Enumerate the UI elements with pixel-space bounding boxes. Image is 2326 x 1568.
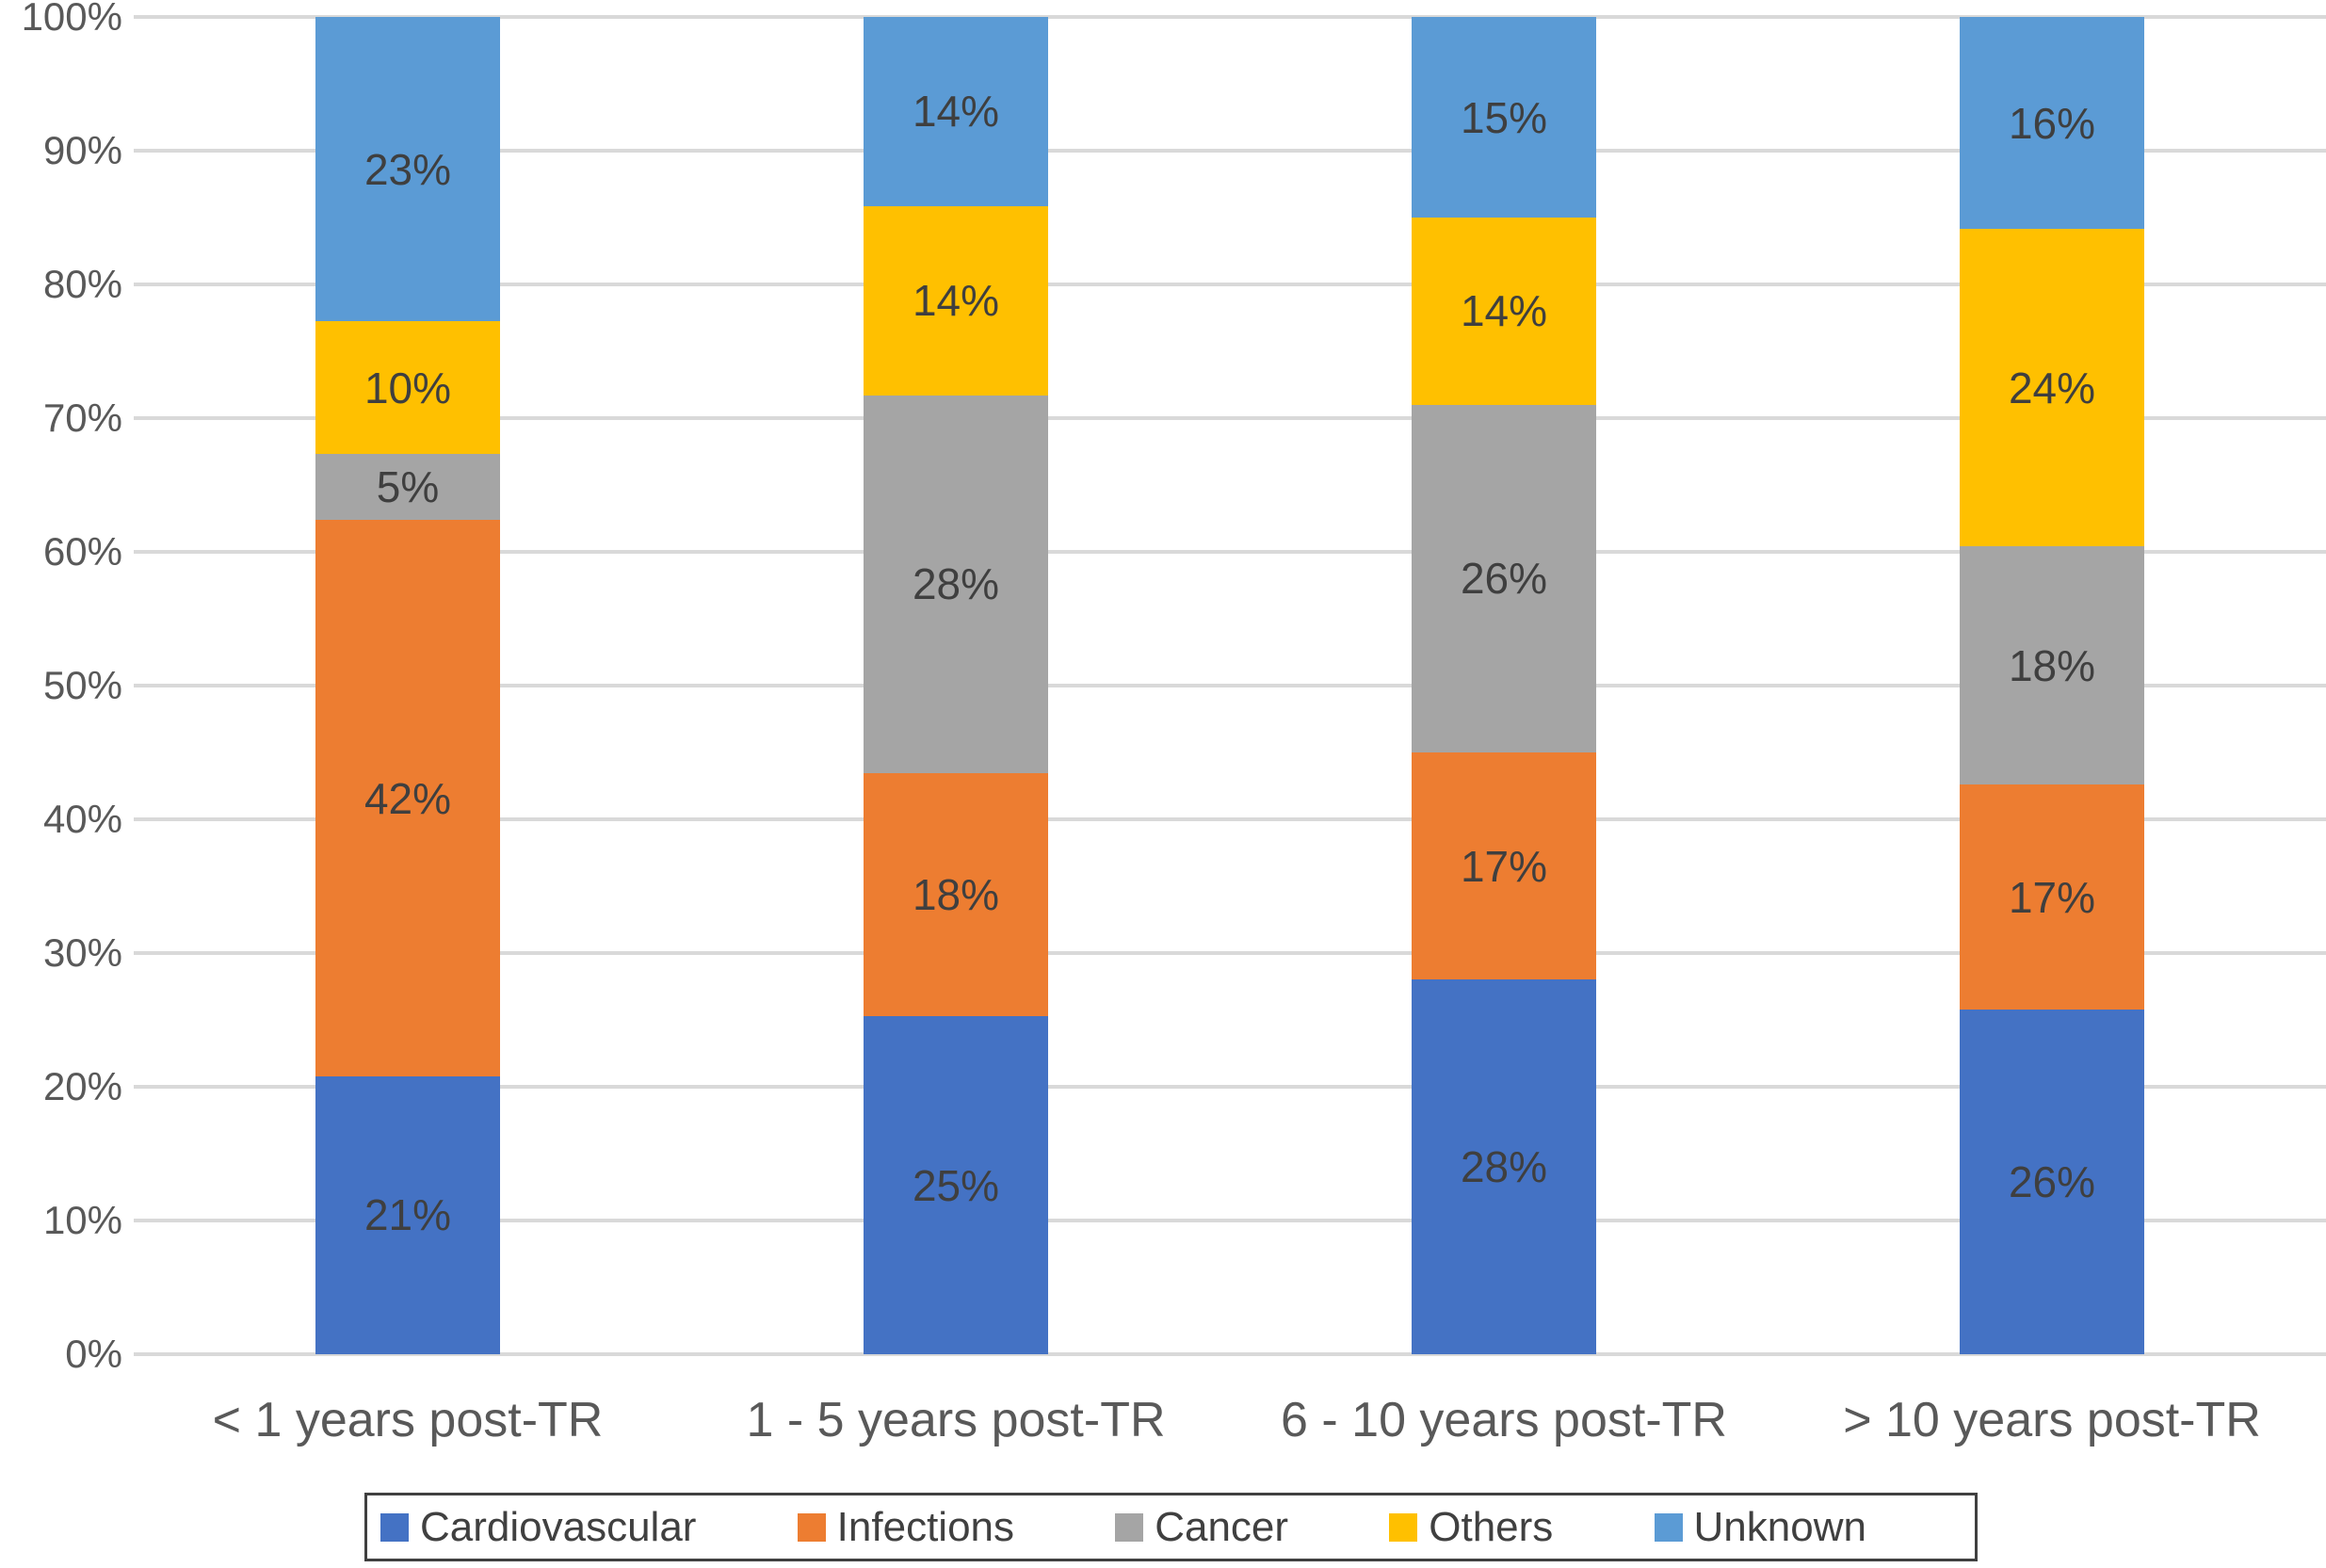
gridline-0% — [134, 1352, 2326, 1356]
data-label: 42% — [363, 773, 452, 823]
data-label: 24% — [2008, 363, 2096, 412]
y-tick-label: 20% — [42, 1064, 122, 1108]
legend-item-unknown: Unknown — [1654, 1503, 1866, 1551]
bar-segment-cardiovascular: 25% — [864, 1016, 1048, 1354]
legend-label: Others — [1429, 1503, 1554, 1550]
y-tick-label: 70% — [42, 396, 122, 440]
data-label: 5% — [376, 462, 440, 512]
legend-label: Cancer — [1155, 1503, 1289, 1550]
legend-item-cardiovascular: Cardiovascular — [380, 1504, 696, 1551]
bar-segment-infections: 18% — [864, 773, 1048, 1017]
legend-label: Infections — [836, 1503, 1015, 1550]
bar-slot-3: 26% 17% 18% 24% 16% — [1778, 17, 2326, 1354]
gridline-20% — [134, 1085, 2326, 1089]
bar-segment-unknown: 14% — [864, 17, 1048, 206]
bar-segment-others: 24% — [1960, 228, 2144, 547]
bar-segment-unknown: 16% — [1960, 17, 2144, 229]
gridline-60% — [134, 550, 2326, 554]
bar-slot-1: 25% 18% 28% 14% 14% — [682, 17, 1230, 1354]
x-axis: < 1 years post-TR 1 - 5 years post-TR 6 - … — [134, 1392, 2326, 1458]
data-label: 15% — [1460, 92, 1548, 142]
bar-segment-cancer: 26% — [1412, 404, 1596, 753]
legend-marker-icon — [1654, 1512, 1683, 1542]
stacked-bar: 28% 17% 26% 14% 15% — [1412, 17, 1596, 1354]
data-label: 21% — [363, 1190, 452, 1240]
bar-segment-others: 10% — [315, 321, 500, 454]
gridline-10% — [134, 1219, 2326, 1222]
stacked-bar: 26% 17% 18% 24% 16% — [1960, 17, 2144, 1354]
bar-segment-cardiovascular: 26% — [1960, 1010, 2144, 1354]
bar-segment-cancer: 28% — [864, 395, 1048, 774]
legend-item-infections: Infections — [797, 1503, 1015, 1551]
legend-item-cancer: Cancer — [1115, 1504, 1288, 1551]
stacked-bar: 25% 18% 28% 14% 14% — [864, 17, 1048, 1354]
data-label: 18% — [2008, 640, 2096, 690]
stacked-bar: 21% 42% 5% 10% 23% — [315, 17, 500, 1354]
data-label: 17% — [2008, 872, 2096, 922]
bar-segment-others: 14% — [1412, 218, 1596, 405]
data-label: 26% — [1460, 554, 1548, 604]
bar-segment-infections: 42% — [315, 520, 500, 1076]
x-tick-label: < 1 years post-TR — [212, 1393, 604, 1447]
legend-marker-icon — [797, 1512, 826, 1542]
data-label: 16% — [2008, 98, 2096, 148]
data-label: 28% — [1460, 1142, 1548, 1192]
y-axis: 0% 10% 20% 30% 40% 50% 60% 70% 80% 90% 100% — [0, 0, 122, 1376]
y-tick-label: 100% — [21, 0, 122, 39]
bar-segment-cancer: 18% — [1960, 546, 2144, 785]
data-label: 28% — [912, 559, 1000, 609]
y-tick-label: 50% — [42, 663, 122, 707]
y-tick-label: 40% — [42, 797, 122, 841]
plot-area: 21% 42% 5% 10% 23% 25% 18% 28% 14% 14% 28% 17% 26% 14… — [134, 15, 2326, 1356]
bar-segment-cancer: 5% — [315, 453, 500, 521]
bar-segment-infections: 17% — [1960, 784, 2144, 1010]
x-tick-label: > 10 years post-TR — [1843, 1393, 2261, 1447]
data-label: 18% — [912, 870, 1000, 920]
y-tick-label: 10% — [42, 1198, 122, 1242]
bar-slot-2: 28% 17% 26% 14% 15% — [1230, 17, 1778, 1354]
bar-segment-cardiovascular: 21% — [315, 1075, 500, 1354]
gridline-100% — [134, 15, 2326, 19]
data-label: 25% — [912, 1160, 1000, 1210]
gridline-30% — [134, 951, 2326, 955]
data-label: 26% — [2008, 1157, 2096, 1207]
bar-slot-0: 21% 42% 5% 10% 23% — [134, 17, 682, 1354]
bar-segment-unknown: 23% — [315, 17, 500, 322]
data-label: 17% — [1460, 841, 1548, 891]
legend-marker-icon — [1115, 1512, 1144, 1542]
legend: Cardiovascular Infections Cancer Others Unkn… — [364, 1493, 1978, 1561]
y-tick-label: 90% — [42, 128, 122, 172]
data-label: 14% — [1460, 286, 1548, 336]
x-tick-label: 1 - 5 years post-TR — [746, 1393, 1166, 1447]
y-tick-label: 80% — [42, 262, 122, 306]
gridline-40% — [134, 817, 2326, 821]
gridline-90% — [134, 149, 2326, 153]
y-tick-label: 0% — [65, 1332, 122, 1376]
legend-label: Unknown — [1693, 1503, 1866, 1550]
data-label: 23% — [363, 144, 452, 194]
legend-label: Cardiovascular — [420, 1503, 697, 1550]
bar-segment-unknown: 15% — [1412, 17, 1596, 218]
y-tick-label: 60% — [42, 529, 122, 574]
data-label: 14% — [912, 276, 1000, 326]
bar-segment-cardiovascular: 28% — [1412, 979, 1596, 1354]
gridline-70% — [134, 416, 2326, 420]
bar-segment-others: 14% — [864, 205, 1048, 396]
data-label: 10% — [363, 363, 452, 412]
legend-marker-icon — [1389, 1512, 1418, 1542]
x-tick-label: 6 - 10 years post-TR — [1281, 1393, 1727, 1447]
gridline-50% — [134, 684, 2326, 687]
data-label: 14% — [912, 87, 1000, 137]
y-tick-label: 30% — [42, 930, 122, 975]
bar-segment-infections: 17% — [1412, 752, 1596, 980]
legend-item-others: Others — [1389, 1504, 1553, 1551]
gridline-80% — [134, 283, 2326, 286]
legend-marker-icon — [380, 1512, 409, 1542]
